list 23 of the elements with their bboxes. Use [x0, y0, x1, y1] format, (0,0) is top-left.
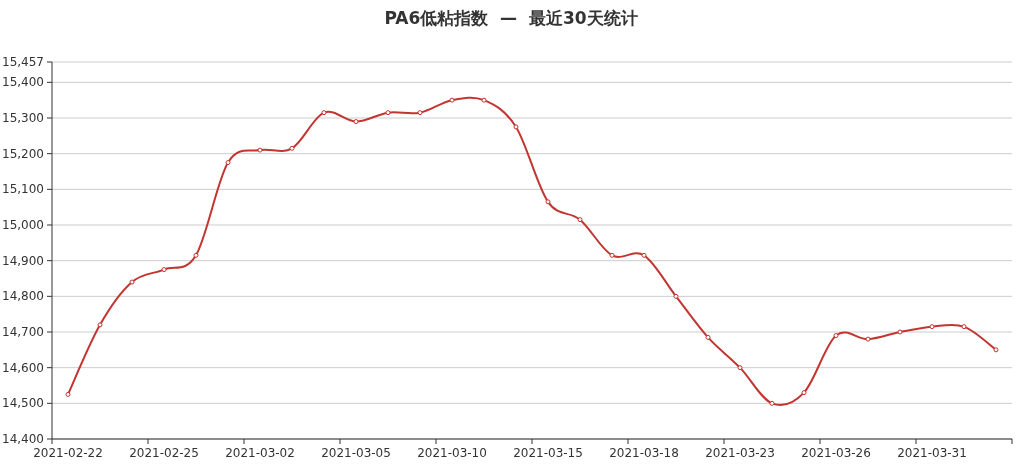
- x-tick-label: 2021-03-18: [609, 446, 679, 460]
- y-tick-label: 14,900: [2, 253, 44, 268]
- y-tick-label: 15,100: [2, 182, 44, 197]
- x-tick-label: 2021-03-02: [225, 446, 295, 460]
- y-tick-label: 15,200: [2, 146, 44, 161]
- y-tick-label: 15,457: [2, 55, 44, 69]
- y-tick-label: 14,500: [2, 396, 44, 411]
- x-tick-label: 2021-03-15: [513, 446, 583, 460]
- y-tick-label: 15,000: [2, 218, 44, 232]
- x-tick-label: 2021-03-05: [321, 446, 391, 460]
- x-tick-label: 2021-03-23: [705, 446, 775, 460]
- y-tick-label: 15,300: [2, 111, 44, 125]
- chart-title: PA6低粘指数 — 最近30天统计: [384, 8, 638, 28]
- x-tick-label: 2021-03-31: [897, 446, 967, 460]
- x-tick-label: 2021-03-10: [417, 446, 487, 460]
- y-tick-label: 14,800: [2, 289, 44, 304]
- y-tick-label: 14,400: [2, 432, 44, 446]
- x-tick-label: 2021-03-26: [801, 446, 871, 460]
- y-tick-label: 14,600: [2, 360, 44, 375]
- x-tick-label: 2021-02-25: [129, 446, 199, 460]
- x-tick-label: 2021-02-22: [33, 446, 103, 460]
- y-tick-label: 14,700: [2, 325, 44, 339]
- y-tick-label: 15,400: [2, 75, 44, 90]
